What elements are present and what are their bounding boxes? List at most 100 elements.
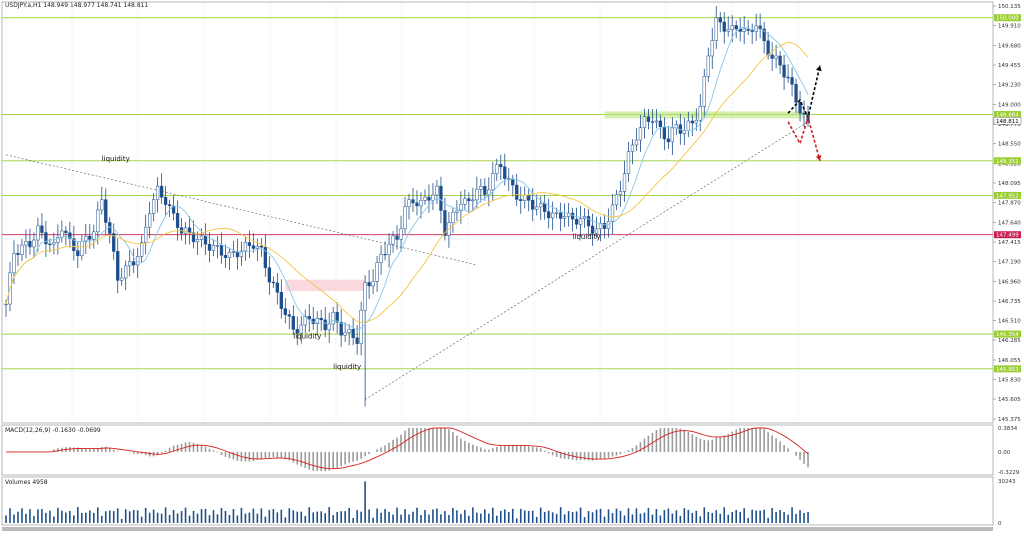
y-tick-label: 146.055: [998, 358, 1021, 364]
candle-body: [219, 245, 224, 256]
y-tick-label: 148.550: [998, 142, 1021, 148]
candle-body: [275, 282, 279, 293]
candle-body: [642, 116, 647, 128]
candle-body: [132, 261, 136, 266]
candle-body: [419, 200, 423, 207]
candle-body: [782, 64, 786, 78]
y-tick-label: 145.830: [998, 378, 1021, 384]
candle-body: [638, 127, 643, 141]
candle-body: [295, 329, 299, 334]
macd-tick-label: -0.3229: [998, 470, 1020, 476]
candle-body: [794, 84, 798, 103]
y-tick-label: 146.285: [998, 338, 1021, 344]
candle-body: [495, 164, 499, 174]
candle-body: [383, 253, 387, 256]
level-label-box: [994, 330, 1021, 338]
candle-body: [151, 199, 156, 215]
candle-body: [104, 199, 108, 223]
candle-body: [72, 238, 76, 251]
level-label: 146.354: [996, 332, 1019, 338]
candle-body: [40, 225, 44, 233]
candle-body: [770, 54, 774, 59]
y-tick-label: 149.680: [998, 43, 1021, 49]
candle-body: [16, 253, 20, 255]
candle-body: [92, 231, 96, 240]
y-tick-label: 148.775: [998, 122, 1021, 128]
y-tick-label: 147.190: [998, 260, 1021, 266]
candle-body: [714, 17, 718, 41]
candle-body: [439, 185, 443, 211]
candle-body: [175, 213, 180, 228]
candle-body: [12, 253, 16, 274]
candle-body: [586, 216, 591, 227]
candle-body: [20, 244, 24, 255]
candle-body: [255, 245, 260, 249]
candle-body: [686, 120, 690, 131]
candle-body: [431, 194, 435, 201]
candle-body: [423, 196, 427, 201]
candle-body: [64, 230, 68, 234]
candle-body: [578, 218, 583, 225]
candle-body: [758, 25, 762, 30]
trendline-descending: [5, 154, 477, 266]
candle-body: [155, 185, 160, 200]
candle-body: [622, 173, 627, 192]
candle-body: [243, 242, 248, 252]
level-label: 148.351: [996, 159, 1019, 165]
candle-body: [786, 76, 790, 79]
candle-body: [339, 321, 343, 336]
volume-tick-label: 0: [998, 521, 1002, 527]
pane-frame: [1, 424, 994, 476]
candle-body: [96, 209, 100, 233]
candle-body: [183, 227, 188, 234]
candle-body: [646, 116, 651, 122]
y-tick-label: 145.605: [998, 397, 1021, 403]
macd-tick-label: 0.3834: [998, 426, 1018, 432]
volume-tick-label: 30243: [998, 479, 1016, 485]
candle-body: [558, 212, 563, 219]
candle-body: [610, 204, 615, 222]
candle-body: [76, 250, 80, 257]
candle-body: [662, 126, 667, 140]
candle-body: [391, 235, 395, 245]
candle-body: [259, 245, 264, 248]
candle-body: [203, 235, 208, 245]
candle-body: [750, 30, 754, 32]
candle-body: [539, 203, 543, 208]
candle-body: [335, 312, 339, 323]
projection-down-arrow-head: [815, 155, 822, 161]
candle-body: [163, 197, 168, 205]
candle-body: [215, 245, 220, 247]
candle-body: [371, 281, 375, 287]
candle-body: [136, 256, 140, 266]
candle-body: [543, 203, 547, 212]
candle-body: [551, 212, 555, 219]
candle-body: [491, 173, 495, 191]
liquidity-annotation: liquidity: [573, 233, 601, 241]
candle-body: [211, 245, 216, 251]
candle-body: [590, 225, 595, 234]
level-label-box: [994, 111, 1021, 119]
candle-body: [247, 242, 252, 246]
candle-body: [519, 199, 523, 201]
candle-body: [722, 21, 726, 32]
candle-body: [706, 55, 710, 77]
candle-body: [327, 323, 331, 331]
candle-body: [467, 198, 471, 202]
candle-body: [626, 151, 631, 174]
y-tick-label: 146.735: [998, 299, 1021, 305]
candle-body: [487, 189, 491, 195]
candle-body: [120, 277, 124, 281]
level-label: 147.499: [996, 233, 1019, 239]
candle-body: [694, 119, 698, 124]
candle-body: [698, 106, 702, 121]
candle-body: [471, 199, 475, 202]
level-label-box: [994, 191, 1021, 199]
candle-body: [411, 199, 415, 204]
candle-body: [407, 199, 411, 208]
trendline-ascending: [364, 121, 809, 400]
level-label-box: [994, 157, 1021, 165]
candle-body: [80, 241, 84, 257]
liquidity-annotation: liquidity: [293, 333, 321, 341]
